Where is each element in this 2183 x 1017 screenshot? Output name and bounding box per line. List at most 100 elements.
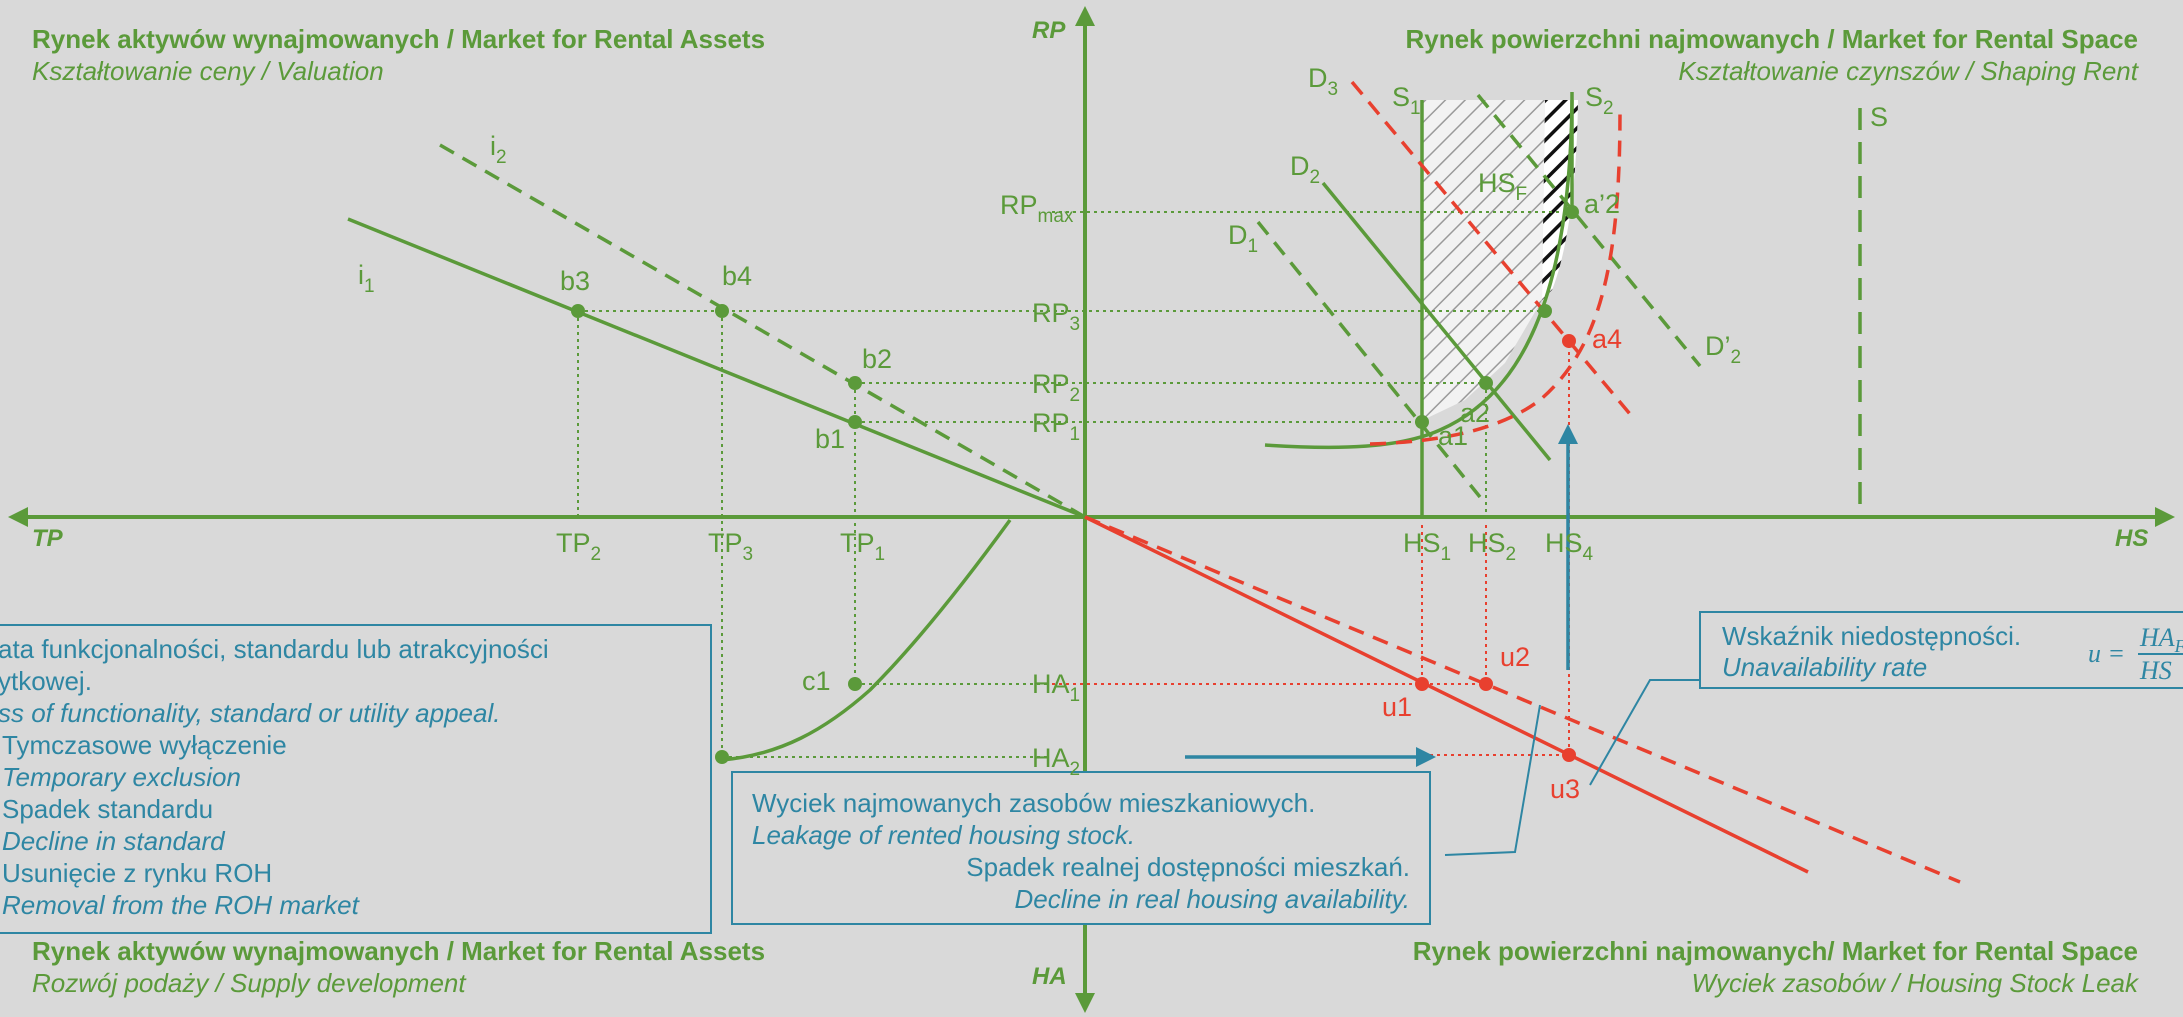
label-hs1: HS1 bbox=[1403, 528, 1451, 565]
point-b1 bbox=[848, 415, 862, 429]
left-box-line1: ata funkcjonalności, standardu lub atrak… bbox=[0, 634, 549, 664]
svg-text:u =: u = bbox=[2088, 639, 2125, 668]
label-ha1: HA1 bbox=[1032, 669, 1080, 706]
subtitle-bottom-right: Wyciek zasobów / Housing Stock Leak bbox=[1691, 968, 2140, 998]
label-d2: D2 bbox=[1290, 151, 1320, 188]
left-box-item1-en: Temporary exclusion bbox=[2, 762, 241, 792]
label-a2: a2 bbox=[1460, 398, 1490, 428]
line-d3 bbox=[1350, 80, 1637, 422]
point-c2 bbox=[715, 750, 729, 764]
label-hsf: HSF bbox=[1478, 168, 1527, 205]
left-box-line3: ss of functionality, standard or utility… bbox=[0, 698, 500, 728]
point-b3 bbox=[571, 304, 585, 318]
supply-curve-red bbox=[1369, 111, 1622, 446]
line-u bbox=[1084, 515, 1809, 874]
box-leakage bbox=[731, 771, 1431, 925]
point-c1 bbox=[848, 677, 862, 691]
label-b3: b3 bbox=[560, 266, 590, 296]
label-u3: u3 bbox=[1550, 774, 1580, 804]
title-bottom-left: Rynek aktywów wynajmowanych / Market for… bbox=[32, 936, 765, 966]
label-c1: c1 bbox=[802, 666, 831, 696]
label-s: S bbox=[1870, 102, 1888, 132]
right-box-line1: Wskaźnik niedostępności. bbox=[1722, 621, 2021, 651]
connector-lines bbox=[1444, 679, 1700, 856]
label-ha2: HA2 bbox=[1032, 743, 1080, 780]
left-box-item2-pl: Spadek standardu bbox=[2, 794, 213, 824]
label-hs2: HS2 bbox=[1468, 528, 1516, 565]
label-rp3: RP3 bbox=[1032, 298, 1080, 335]
line-d1 bbox=[1256, 220, 1482, 499]
green-curves bbox=[347, 92, 1862, 762]
left-box-line2: ytkowej. bbox=[0, 666, 92, 696]
hatched-area-grey bbox=[1423, 100, 1545, 420]
subtitle-top-right: Kształtowanie czynszów / Shaping Rent bbox=[1678, 56, 2139, 86]
point-u3 bbox=[1562, 748, 1576, 762]
guide-lines-green bbox=[577, 211, 1572, 758]
left-box-item3-pl: Usunięcie z rynku ROH bbox=[2, 858, 272, 888]
point-u1 bbox=[1415, 677, 1429, 691]
label-b4: b4 bbox=[722, 261, 752, 291]
box-unavailability-rate bbox=[1699, 611, 2183, 689]
label-b1: b1 bbox=[815, 424, 845, 454]
blue-arrows bbox=[1185, 424, 1578, 767]
left-box-item1-pl: Tymczasowe wyłączenie bbox=[2, 730, 287, 760]
title-bottom-right: Rynek powierzchni najmowanych/ Market fo… bbox=[1413, 936, 2138, 966]
point-ap2 bbox=[1565, 205, 1579, 219]
label-rpmax: RPmax bbox=[1000, 190, 1074, 227]
red-curves bbox=[1084, 80, 1961, 884]
label-tp2: TP2 bbox=[556, 528, 601, 565]
middle-box-line2: Leakage of rented housing stock. bbox=[752, 820, 1135, 850]
label-d1: D1 bbox=[1228, 220, 1258, 257]
label-a4: a4 bbox=[1592, 324, 1622, 354]
point-a3 bbox=[1538, 304, 1552, 318]
point-b4 bbox=[715, 304, 729, 318]
red-points bbox=[1415, 334, 1576, 762]
label-dp2: D’2 bbox=[1705, 331, 1741, 368]
label-u1: u1 bbox=[1382, 692, 1412, 722]
label-d3: D3 bbox=[1308, 63, 1338, 100]
middle-box-line3: Spadek realnej dostępności mieszkań. bbox=[966, 852, 1410, 882]
point-u2 bbox=[1479, 677, 1493, 691]
label-i2: i2 bbox=[490, 131, 507, 168]
right-box-line2: Unavailability rate bbox=[1722, 652, 1927, 682]
label-s2: S2 bbox=[1585, 82, 1614, 119]
label-hs4: HS4 bbox=[1545, 528, 1594, 565]
middle-box-line1: Wyciek najmowanych zasobów mieszkaniowyc… bbox=[752, 788, 1315, 818]
subtitle-top-left: Kształtowanie ceny / Valuation bbox=[32, 56, 384, 86]
label-b2: b2 bbox=[862, 344, 892, 374]
label-a1: a1 bbox=[1438, 421, 1468, 451]
formula-unavailability: u = HAF HS bbox=[2088, 623, 2183, 685]
formula-denominator: HS bbox=[2139, 656, 2172, 685]
point-a1 bbox=[1415, 415, 1429, 429]
middle-box-line4: Decline in real housing availability. bbox=[1014, 884, 1410, 914]
label-u2: u2 bbox=[1500, 642, 1530, 672]
subtitle-bottom-left: Rozwój podaży / Supply development bbox=[32, 968, 467, 998]
axis-label-tp: TP bbox=[32, 525, 64, 552]
supply-development-curve bbox=[721, 518, 1012, 762]
axis-label-hs: HS bbox=[2115, 525, 2148, 552]
label-tp3: TP3 bbox=[708, 528, 753, 565]
supply-curve bbox=[1264, 99, 1574, 450]
left-box-item3-en: Removal from the ROH market bbox=[2, 890, 361, 920]
left-box-item2-en: Decline in standard bbox=[2, 826, 226, 856]
label-s1: S1 bbox=[1392, 82, 1421, 119]
point-a4 bbox=[1562, 334, 1576, 348]
label-rp2: RP2 bbox=[1032, 369, 1080, 406]
label-ap2: a’2 bbox=[1584, 189, 1620, 219]
line-i1 bbox=[347, 217, 1086, 519]
title-top-left: Rynek aktywów wynajmowanych / Market for… bbox=[32, 24, 765, 54]
label-rp1: RP1 bbox=[1032, 408, 1080, 445]
formula-numerator: HAF bbox=[2139, 623, 2183, 656]
label-tp1: TP1 bbox=[840, 528, 885, 565]
green-points bbox=[571, 205, 1579, 764]
box-loss-of-functionality bbox=[0, 624, 712, 934]
label-i1: i1 bbox=[358, 260, 375, 297]
title-top-right: Rynek powierzchni najmowanych / Market f… bbox=[1405, 24, 2138, 54]
axis-label-ha: HA bbox=[1032, 963, 1067, 990]
point-b2 bbox=[848, 376, 862, 390]
line-d2 bbox=[1321, 181, 1552, 462]
axis-label-rp: RP bbox=[1032, 17, 1066, 44]
line-u-dashed bbox=[1084, 515, 1961, 884]
